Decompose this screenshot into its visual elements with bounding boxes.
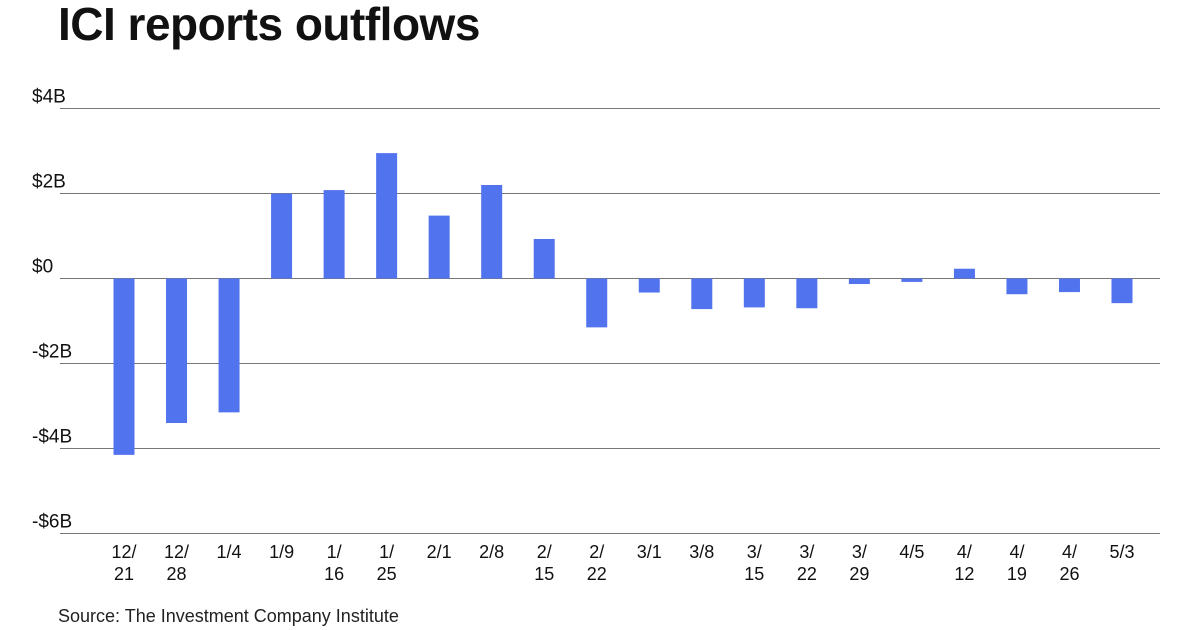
x-tick-label: 3/15 — [744, 542, 764, 584]
x-axis: 12/21 12/28 1/4 1/9 1/16 1/25 2/1 2/8 2/15 2/22 3/… — [111, 542, 1134, 584]
bar — [533, 238, 555, 279]
bar — [638, 278, 660, 293]
x-tick-label: 3/1 — [637, 542, 662, 562]
y-tick-label: -$4B — [32, 427, 72, 448]
x-tick-label: 3/8 — [689, 542, 714, 562]
y-tick-label: $2B — [32, 172, 66, 193]
x-tick-label: 12/28 — [164, 542, 189, 584]
bar — [1058, 278, 1080, 293]
x-tick-label: 4/12 — [954, 542, 974, 584]
x-tick-label: 1/9 — [269, 542, 294, 562]
y-tick-label: $4B — [32, 87, 66, 108]
bar — [218, 278, 240, 413]
x-tick-label: 4/19 — [1007, 542, 1027, 584]
bar — [166, 278, 188, 423]
bar — [271, 193, 293, 279]
x-tick-label: 5/3 — [1109, 542, 1134, 562]
bar — [586, 278, 608, 328]
bar — [691, 278, 713, 310]
gridlines — [60, 108, 1160, 534]
x-tick-label: 4/26 — [1059, 542, 1079, 584]
y-tick-label: -$2B — [32, 342, 72, 363]
bar — [113, 278, 135, 455]
x-tick-label: 12/21 — [111, 542, 136, 584]
bar — [953, 268, 975, 279]
x-tick-label: 1/16 — [324, 542, 344, 584]
y-axis: $4B $2B $0 -$2B -$4B -$6B — [32, 87, 72, 533]
bar — [323, 190, 345, 279]
x-tick-label: 2/15 — [534, 542, 554, 584]
bar — [848, 278, 870, 285]
chart-title: ICI reports outflows — [58, 0, 480, 50]
bar — [428, 215, 450, 279]
x-tick-label: 3/29 — [849, 542, 869, 584]
x-tick-label: 2/1 — [427, 542, 452, 562]
y-tick-label: $0 — [32, 257, 53, 278]
bar — [1111, 278, 1133, 304]
x-tick-label: 1/25 — [377, 542, 397, 584]
bar — [901, 278, 923, 282]
bars — [113, 153, 1133, 455]
bar — [743, 278, 765, 308]
bar — [481, 185, 503, 279]
x-tick-label: 1/4 — [217, 542, 242, 562]
bar — [376, 153, 398, 279]
source-note: Source: The Investment Company Institute — [58, 606, 399, 626]
x-tick-label: 2/8 — [479, 542, 504, 562]
x-tick-label: 3/22 — [797, 542, 817, 584]
x-tick-label: 4/5 — [899, 542, 924, 562]
y-tick-label: -$6B — [32, 512, 72, 533]
x-tick-label: 2/22 — [587, 542, 607, 584]
bar — [796, 278, 818, 309]
bar — [1006, 278, 1028, 295]
